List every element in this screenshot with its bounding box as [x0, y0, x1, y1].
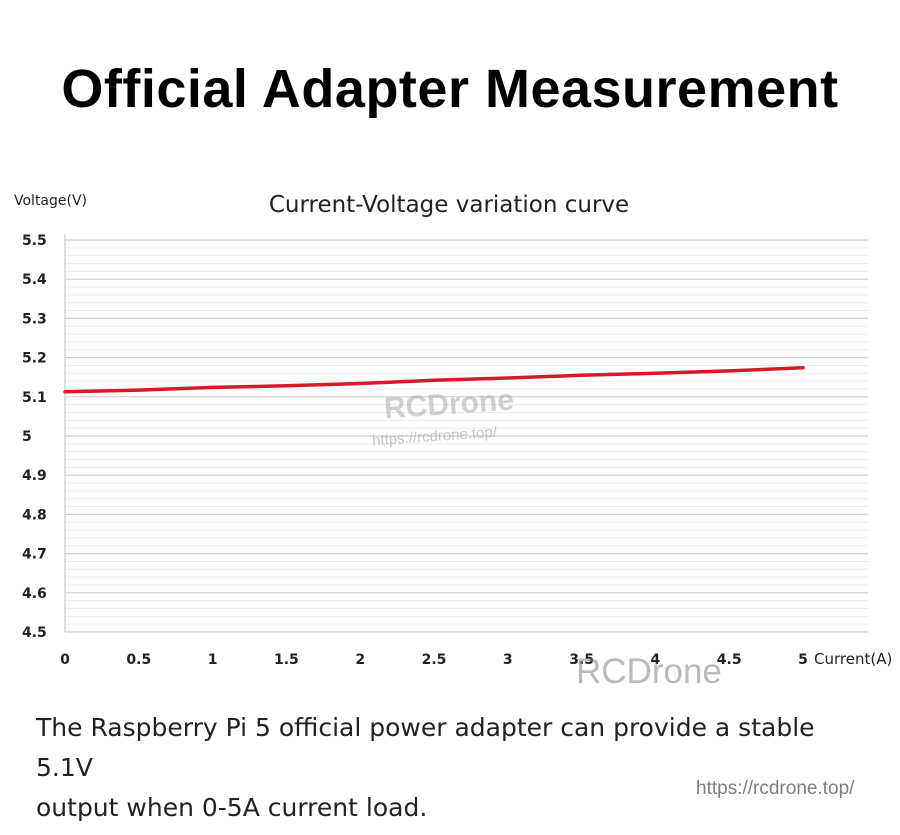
y-axis-label: Voltage(V) — [14, 193, 87, 209]
voltage-series-line — [63, 366, 805, 394]
caption-line-1: The Raspberry Pi 5 official power adapte… — [36, 713, 815, 782]
x-tick-label: 4 — [651, 652, 661, 668]
x-tick-label: 2 — [355, 652, 365, 668]
x-tick-label: 1 — [208, 652, 218, 668]
x-tick-label: 0.5 — [126, 652, 151, 668]
current-voltage-chart: Current-Voltage variation curve Voltage(… — [14, 192, 892, 668]
y-tick-label: 5 — [22, 429, 32, 445]
watermark-brand-large: RCDrone — [576, 652, 722, 691]
y-tick-label: 4.5 — [22, 625, 47, 641]
y-tick-label: 5.1 — [22, 390, 47, 406]
y-tick-label: 4.8 — [22, 507, 47, 523]
caption: The Raspberry Pi 5 official power adapte… — [36, 708, 866, 828]
x-tick-label: 3.5 — [569, 652, 594, 668]
plot-area — [63, 366, 805, 394]
x-tick-labels: 0 0.5 1 1.5 2 2.5 3 3.5 4 4.5 5 — [60, 652, 808, 668]
chart-title: Current-Voltage variation curve — [269, 192, 629, 218]
x-tick-label: 0 — [60, 652, 70, 668]
y-tick-labels: 4.5 4.6 4.7 4.8 4.9 5 5.1 5.2 5.3 5.4 5.5 — [22, 233, 47, 641]
y-tick-label: 5.2 — [22, 351, 47, 367]
page-headline: Official Adapter Measurement — [61, 59, 839, 119]
y-tick-label: 4.7 — [22, 547, 47, 563]
x-tick-label: 2.5 — [422, 652, 447, 668]
grid-lines — [64, 234, 868, 633]
x-axis-label: Current(A) — [814, 650, 892, 668]
x-tick-label: 4.5 — [717, 652, 742, 668]
x-tick-label: 3 — [503, 652, 513, 668]
y-tick-label: 5.4 — [22, 272, 47, 288]
y-tick-label: 4.9 — [22, 468, 47, 484]
x-tick-label: 5 — [798, 652, 808, 668]
footer-url: https://rcdrone.top/ — [696, 778, 855, 799]
x-tick-label: 1.5 — [274, 652, 299, 668]
y-tick-label: 5.3 — [22, 311, 47, 327]
y-tick-label: 5.5 — [22, 233, 47, 249]
y-tick-label: 4.6 — [22, 586, 47, 602]
caption-line-2: output when 0-5A current load. — [36, 793, 428, 822]
